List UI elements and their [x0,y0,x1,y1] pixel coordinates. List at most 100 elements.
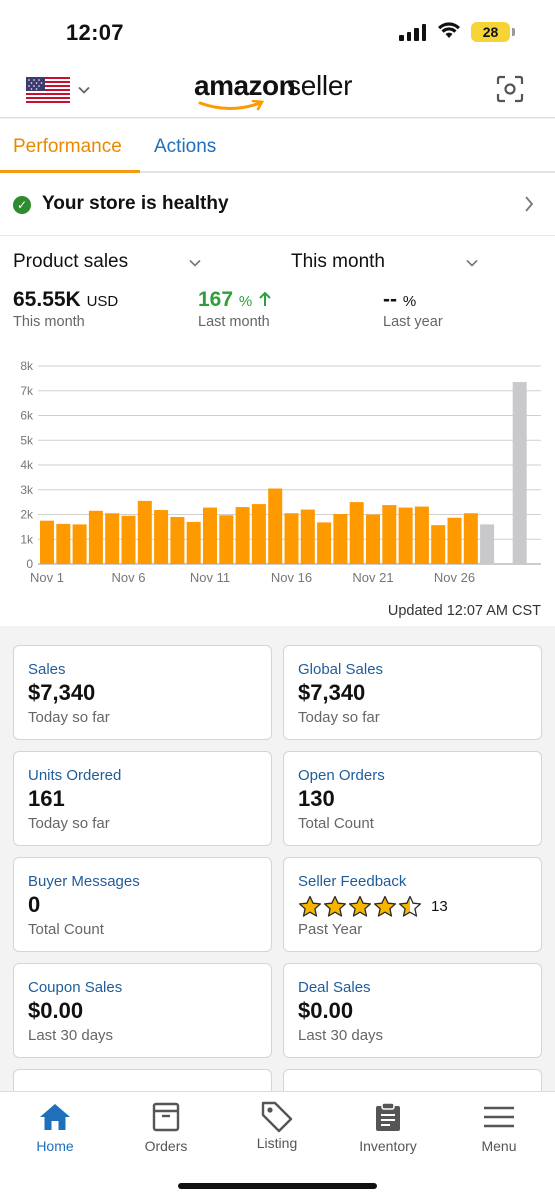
scan-icon[interactable] [495,74,525,104]
last-year-label: Last year [383,314,443,330]
nav-menu[interactable]: Menu [449,1102,549,1154]
chart-bar [121,515,136,564]
card-global-sales[interactable]: Global Sales $7,340 Today so far [283,645,542,740]
chart-bar [235,507,250,564]
card-title: Global Sales [298,661,384,678]
card-value: $7,340 [28,680,96,705]
tab-performance[interactable]: Performance [13,136,122,157]
card-value: $0.00 [28,998,84,1023]
updated-timestamp: Updated 12:07 AM CST [387,603,541,619]
card-deal-sales[interactable]: Deal Sales $0.00 Last 30 days [283,963,542,1058]
this-month-unit: USD [86,293,119,310]
y-tick-label: 7k [20,384,34,398]
y-tick-label: 0 [26,557,33,571]
check-circle-icon: ✓ [13,196,31,214]
wifi-icon [438,22,460,38]
chart-bar [480,524,495,564]
chart-bar [154,510,169,564]
active-tab-indicator [0,170,140,173]
chart-bar [366,514,380,564]
x-tick-label: Nov 1 [30,570,64,585]
cellular-signal-icon [399,24,426,41]
card-title: Seller Feedback [298,873,407,890]
hamburger-menu-icon [484,1106,514,1128]
us-flag-icon[interactable] [26,77,70,103]
nav-label: Home [36,1138,74,1154]
chart-bar [105,513,120,564]
y-tick-label: 3k [20,483,34,497]
chart-bar [268,488,283,564]
card-buyer-messages[interactable]: Buyer Messages 0 Total Count [13,857,272,952]
battery-icon: 28 [471,22,515,42]
card-subtitle: Past Year [298,921,363,938]
chart-bar [219,515,234,564]
chart-bar [284,513,299,564]
card-title: Buyer Messages [28,873,140,890]
card-sales[interactable]: Sales $7,340 Today so far [13,645,272,740]
y-tick-label: 1k [20,532,34,546]
x-tick-label: Nov 16 [271,570,312,585]
chart-bar [251,504,266,564]
star-icon [323,895,347,917]
chart-bar [431,525,446,564]
star-rating: 13 [298,895,448,918]
chart-bar [382,505,397,564]
card-seller-feedback[interactable]: Seller Feedback 13 Past Year [283,857,542,952]
chart-bar [170,516,185,564]
nav-home[interactable]: Home [5,1102,105,1154]
card-value: 130 [298,786,335,811]
card-title: Sales [28,661,66,678]
card-title: Deal Sales [298,979,371,996]
chart-bar [317,522,332,564]
battery-level: 28 [482,24,499,40]
this-month-amount: 65.55K [13,288,81,311]
tab-actions[interactable]: Actions [154,136,217,157]
y-tick-label: 6k [20,409,34,423]
last-month-label: Last month [198,314,270,330]
chart-bar [186,521,201,564]
card-units-ordered[interactable]: Units Ordered 161 Today so far [13,751,272,846]
last-month-unit: % [238,293,253,310]
tab-bar: Performance Actions [0,119,555,173]
chart-bar [463,513,478,564]
tag-icon [261,1101,293,1133]
card-subtitle: Today so far [28,709,110,726]
last-month-percent: 167 [198,288,234,311]
star-icon [373,895,397,917]
chart-bar [414,506,429,564]
x-tick-label: Nov 6 [112,570,146,585]
nav-label: Inventory [359,1138,417,1154]
chevron-down-icon[interactable] [77,83,91,97]
metric-dropdown[interactable]: Product sales [13,251,129,272]
card-subtitle: Last 30 days [298,1027,384,1044]
nav-label: Listing [256,1135,298,1151]
chart-bar [300,509,315,564]
logo-text-amazon: amazon [194,70,296,101]
store-health-row[interactable]: ✓ Your store is healthy [0,173,555,236]
clipboard-icon [376,1102,400,1131]
last-month-value: 167 % [198,288,272,312]
chevron-down-icon[interactable] [188,256,202,270]
card-title: Coupon Sales [28,979,123,996]
card-coupon-sales[interactable]: Coupon Sales $0.00 Last 30 days [13,963,272,1058]
x-tick-label: Nov 21 [352,570,393,585]
rating-count: 13 [431,898,448,915]
logo-text-seller: seller [287,70,353,101]
this-month-label: This month [13,314,85,330]
last-year-percent: -- [383,288,397,311]
chart-bar [333,514,348,564]
nav-orders[interactable]: Orders [116,1102,216,1154]
nav-listing[interactable]: Listing [227,1101,327,1151]
bottom-navigation: Home Orders Listing Inventory Menu [0,1091,555,1200]
chevron-down-icon[interactable] [465,256,479,270]
card-open-orders[interactable]: Open Orders 130 Total Count [283,751,542,846]
period-dropdown[interactable]: This month [291,251,385,272]
nav-inventory[interactable]: Inventory [338,1102,438,1154]
performance-panel: Product sales This month 65.55K USD This… [0,236,555,626]
card-title: Open Orders [298,767,385,784]
orders-box-icon [152,1102,180,1132]
app-header: amazon seller [0,62,555,118]
nav-label: Menu [481,1138,517,1154]
chart-bar [203,507,217,564]
y-tick-label: 8k [20,359,34,373]
